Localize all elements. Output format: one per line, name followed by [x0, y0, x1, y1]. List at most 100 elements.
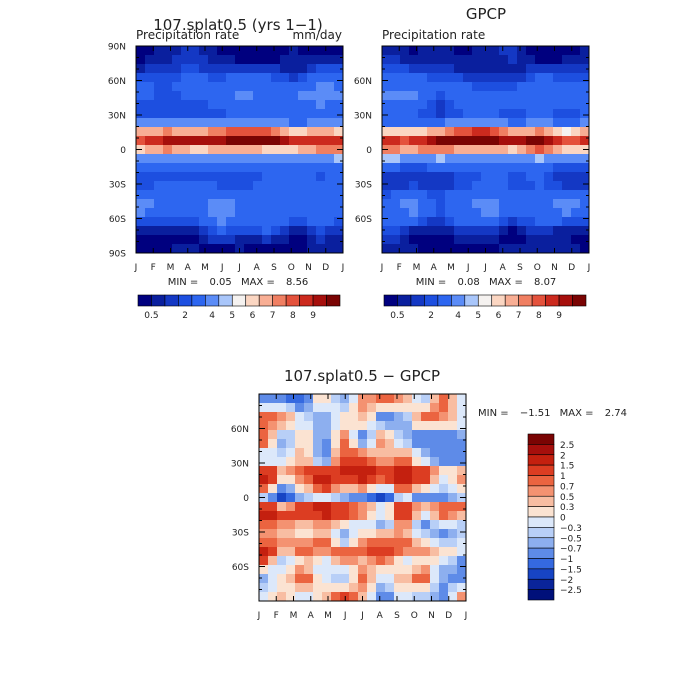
- heatmap-cell: [445, 73, 455, 83]
- heatmap-cell: [289, 199, 299, 209]
- x-tick-label: S: [271, 263, 277, 273]
- heatmap-cell: [457, 475, 467, 485]
- heatmap-cell: [277, 547, 287, 557]
- heatmap-cell: [154, 136, 164, 146]
- heatmap-cell: [226, 163, 236, 173]
- heatmap-cell: [289, 172, 299, 182]
- heatmap-cell: [154, 145, 164, 155]
- heatmap-cell: [217, 235, 227, 245]
- heatmap-cell: [190, 199, 200, 209]
- heatmap-cell: [289, 73, 299, 83]
- heatmap-cell: [508, 181, 518, 191]
- diff-max-value: 2.74: [605, 408, 627, 419]
- heatmap-cell: [322, 493, 332, 503]
- heatmap-cell: [553, 208, 563, 218]
- heatmap-cell: [376, 511, 386, 521]
- panel-difference: 107.splat0.5 − GPCP J F M A M J J A S O N D J60N30N0…: [231, 367, 627, 621]
- heatmap-cell: [259, 538, 269, 548]
- heatmap-cell: [145, 199, 155, 209]
- colorbar-label: 0.7: [560, 482, 574, 492]
- colorbar-box: [151, 294, 166, 307]
- heatmap-cell: [526, 109, 536, 119]
- heatmap-cell: [154, 235, 164, 245]
- heatmap-cell: [403, 493, 413, 503]
- colorbar-box: [424, 294, 439, 307]
- heatmap-cell: [271, 154, 281, 164]
- heatmap-cell: [244, 181, 254, 191]
- heatmap-cell: [448, 439, 458, 449]
- heatmap-cell: [334, 46, 344, 56]
- heatmap-cell: [325, 172, 335, 182]
- heatmap-cell: [427, 127, 437, 137]
- heatmap-cell: [517, 181, 527, 191]
- gpcp-min-label: MIN =: [416, 277, 447, 288]
- heatmap-cell: [304, 502, 314, 512]
- heatmap-cell: [295, 466, 305, 476]
- heatmap-cell: [382, 100, 392, 110]
- heatmap-cell: [445, 235, 455, 245]
- heatmap-cell: [445, 190, 455, 200]
- heatmap-cell: [391, 190, 401, 200]
- heatmap-cell: [163, 73, 173, 83]
- heatmap-cell: [289, 244, 299, 254]
- heatmap-cell: [544, 100, 554, 110]
- heatmap-cell: [454, 82, 464, 92]
- colorbar-box: [410, 294, 425, 307]
- heatmap-cell: [235, 109, 245, 119]
- colorbar-box: [326, 294, 341, 307]
- heatmap-cell: [244, 145, 254, 155]
- heatmap-cell: [517, 163, 527, 173]
- heatmap-cell: [463, 91, 473, 101]
- heatmap-cell: [271, 181, 281, 191]
- heatmap-cell: [535, 181, 545, 191]
- x-tick-label: D: [322, 263, 329, 273]
- heatmap-cell: [271, 163, 281, 173]
- heatmap-cell: [367, 403, 377, 413]
- heatmap-cell: [340, 394, 350, 404]
- heatmap-cell: [439, 484, 449, 494]
- heatmap-cell: [316, 55, 326, 65]
- heatmap-cell: [490, 190, 500, 200]
- heatmap-cell: [430, 574, 440, 584]
- heatmap-cell: [481, 82, 491, 92]
- heatmap-cell: [508, 64, 518, 74]
- heatmap-cell: [481, 154, 491, 164]
- heatmap-cell: [181, 64, 191, 74]
- heatmap-cell: [322, 583, 332, 593]
- heatmap-cell: [226, 226, 236, 236]
- heatmap-cell: [208, 109, 218, 119]
- heatmap-cell: [385, 448, 395, 458]
- heatmap-cell: [313, 430, 323, 440]
- heatmap-cell: [400, 82, 410, 92]
- heatmap-cell: [136, 64, 146, 74]
- heatmap-cell: [508, 172, 518, 182]
- heatmap-cell: [409, 244, 419, 254]
- heatmap-cell: [208, 190, 218, 200]
- heatmap-cell: [400, 244, 410, 254]
- heatmap-cell: [391, 82, 401, 92]
- heatmap-cell: [544, 145, 554, 155]
- heatmap-cell: [268, 475, 278, 485]
- heatmap-cell: [340, 466, 350, 476]
- heatmap-cell: [457, 529, 467, 539]
- heatmap-cell: [280, 55, 290, 65]
- heatmap-cell: [448, 475, 458, 485]
- heatmap-cell: [286, 538, 296, 548]
- heatmap-cell: [271, 46, 281, 56]
- heatmap-cell: [331, 520, 341, 530]
- heatmap-cell: [427, 163, 437, 173]
- heatmap-cell: [448, 556, 458, 566]
- heatmap-cell: [163, 118, 173, 128]
- heatmap-cell: [181, 91, 191, 101]
- heatmap-cell: [181, 172, 191, 182]
- heatmap-cell: [394, 484, 404, 494]
- heatmap-cell: [334, 235, 344, 245]
- heatmap-cell: [277, 529, 287, 539]
- heatmap-cell: [400, 145, 410, 155]
- heatmap-cell: [445, 127, 455, 137]
- heatmap-cell: [448, 421, 458, 431]
- heatmap-cell: [430, 529, 440, 539]
- heatmap-cell: [295, 457, 305, 467]
- y-tick-label: 60N: [354, 77, 372, 87]
- heatmap-cell: [313, 556, 323, 566]
